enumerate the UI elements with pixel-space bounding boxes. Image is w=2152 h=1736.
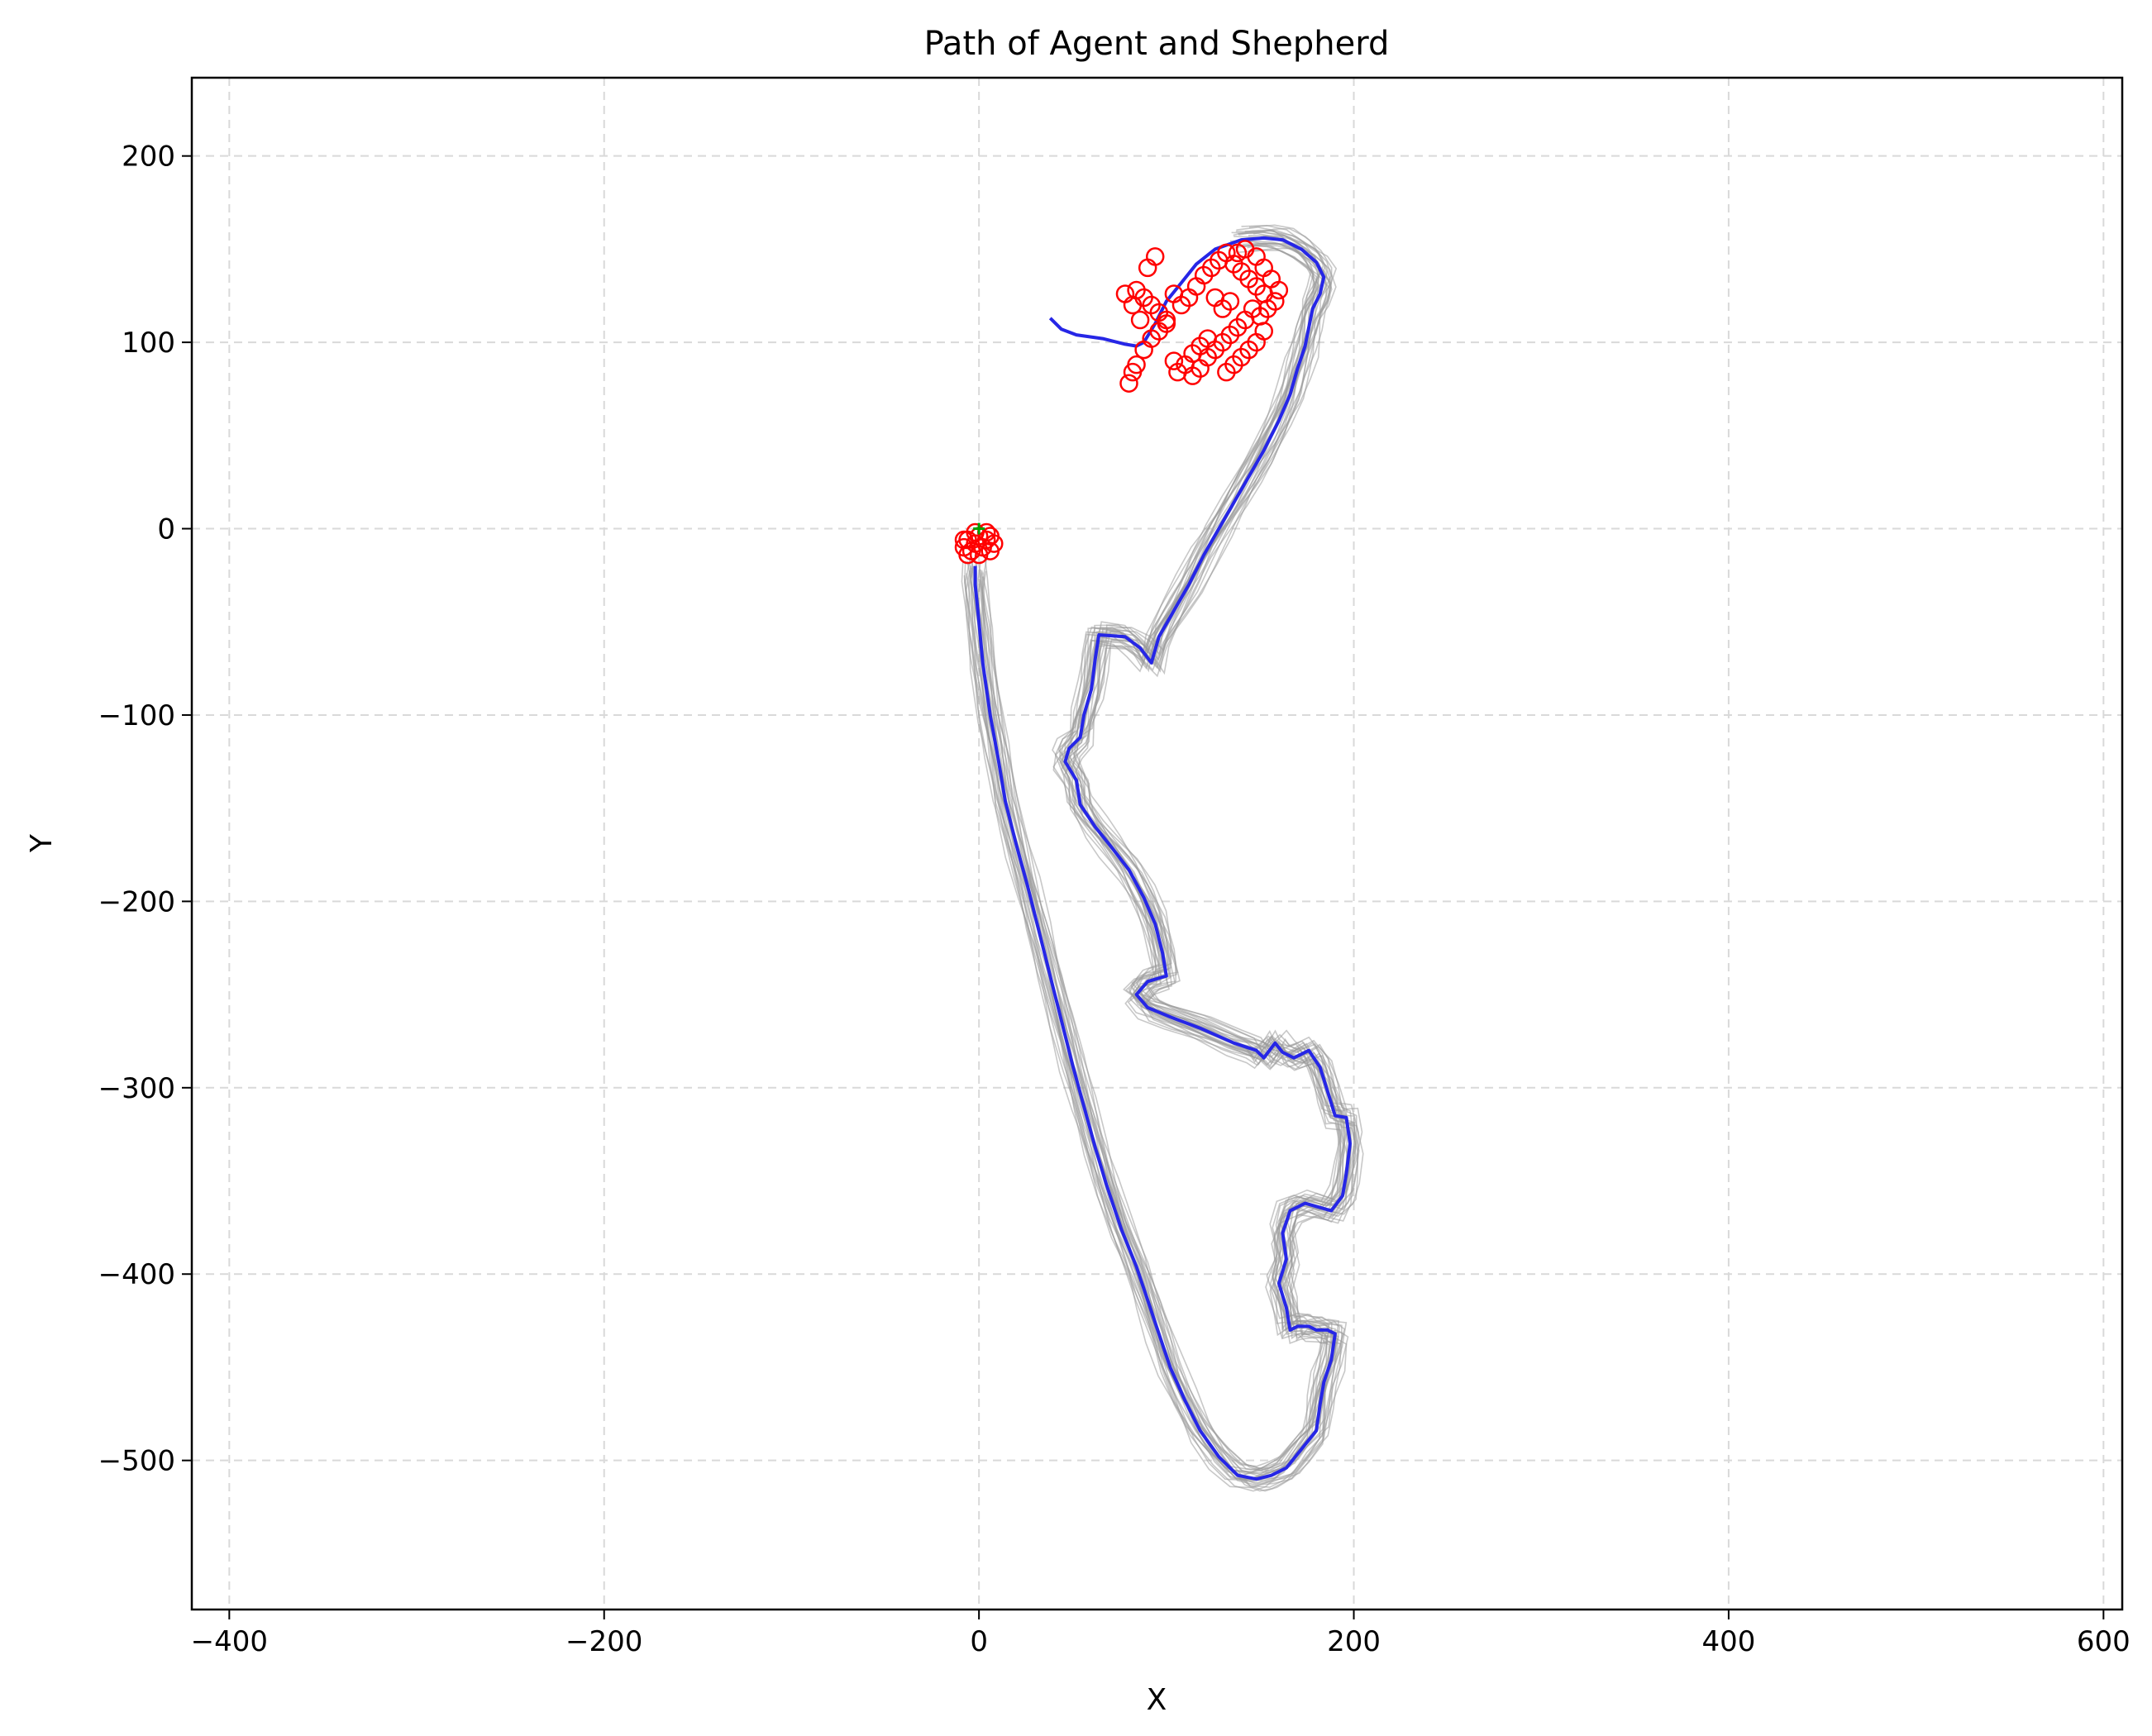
sheep-trajectory [970,231,1346,1467]
y-tick-label: −300 [98,1072,175,1105]
sheep-marker [1127,355,1146,374]
start-sheep-marker [981,527,1000,546]
y-tick-label: 100 [122,327,175,360]
sheep-marker [1145,247,1165,266]
plot-frame [190,76,2124,1611]
grid [192,78,2122,1610]
y-tick-label: −200 [98,885,175,918]
sheep-paths [961,224,1364,1492]
sheep-marker [1183,366,1202,385]
sheep-trajectory [968,245,1346,1481]
x-tick-label: 0 [970,1625,988,1658]
x-tick-label: 200 [1327,1625,1381,1658]
x-tick-label: 400 [1701,1625,1755,1658]
chart-title: Path of Agent and Shepherd [924,25,1390,63]
start-sheep-marker [954,530,974,550]
sheep-trajectory [978,230,1355,1474]
sheep-marker [1266,292,1285,311]
sheep-marker [1157,314,1176,333]
y-tick-label: 200 [122,141,175,174]
sheep-marker [1228,243,1248,263]
sheep-marker [1164,351,1184,370]
y-tick-label: 0 [157,513,175,546]
sheep-markers [954,240,1289,565]
start-marker [973,522,985,535]
series-lines [973,236,1352,1481]
x-axis-label: X [1147,1683,1167,1717]
shepherd-path-line [973,236,1352,1481]
y-tick-label: −100 [98,699,175,732]
start-sheep-marker [969,545,989,565]
sheep-marker [1119,374,1138,393]
sheep-trajectory [982,242,1357,1492]
sheep-trajectory [965,227,1346,1475]
x-axis-ticks: −400 −200 0 200 400 600 [191,1610,2131,1658]
sheep-marker [1220,292,1240,311]
y-axis-ticks: 200 100 0 −100 −200 −300 −400 −500 [98,141,192,1478]
sheep-marker [1130,310,1150,330]
y-axis-label: Y [25,833,59,853]
x-tick-label: −200 [565,1625,642,1658]
y-tick-label: −500 [98,1445,175,1478]
x-tick-label: 600 [2077,1625,2131,1658]
y-tick-label: −400 [98,1258,175,1291]
sheep-marker [1115,284,1135,303]
sheep-marker [1171,295,1191,315]
x-tick-label: −400 [191,1625,268,1658]
